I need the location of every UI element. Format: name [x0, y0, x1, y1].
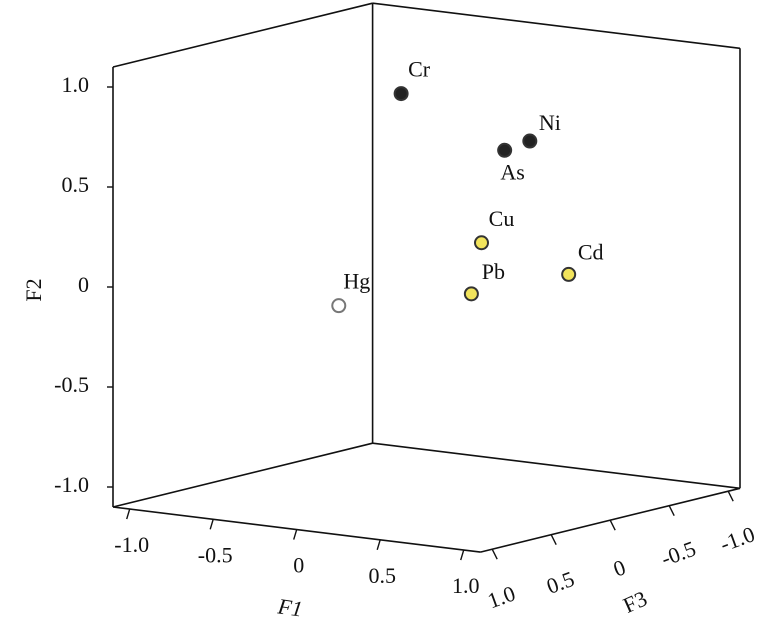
z-tick-label: 0 [610, 554, 629, 581]
z-axis-title: F3 [619, 586, 650, 618]
z-tick-label: -0.5 [658, 536, 699, 571]
box-edge [372, 2, 741, 50]
box-edge [112, 2, 373, 68]
box-edge [112, 442, 373, 508]
z-tick-label: 1.0 [484, 580, 518, 613]
point-label: As [500, 159, 524, 184]
point-label: Cu [489, 206, 515, 231]
z-tick-label: 0.5 [543, 566, 577, 599]
point-label: Cd [578, 239, 604, 264]
z-tick [727, 490, 734, 502]
box-edge [480, 487, 741, 553]
point-label: Hg [343, 269, 370, 294]
point [497, 142, 513, 158]
x-tick [293, 529, 298, 540]
y-tick-label: 1.0 [62, 72, 90, 97]
point-label: Cr [408, 57, 431, 82]
x-tick-label: -0.5 [198, 542, 233, 567]
y-tick-label: -0.5 [54, 372, 89, 397]
point [393, 86, 409, 102]
y-axis-title: F2 [21, 278, 46, 301]
x-tick [460, 549, 465, 561]
x-tick-label: 1.0 [452, 573, 480, 598]
x-tick [126, 508, 131, 520]
x-tick [376, 539, 381, 551]
x-tick [209, 519, 214, 530]
point-label: Pb [482, 259, 505, 284]
point [331, 298, 347, 314]
x-axis-title: F1 [276, 593, 305, 621]
x-tick-label: 0.5 [368, 563, 396, 588]
z-tick [668, 505, 675, 517]
z-tick-label: -1.0 [717, 521, 758, 556]
box-edge [372, 442, 741, 490]
z-tick [550, 534, 557, 546]
y-tick-label: 0.5 [62, 172, 90, 197]
x-tick-label: -1.0 [114, 532, 149, 557]
point [474, 235, 489, 251]
point [463, 286, 479, 302]
x-tick-label: 0 [293, 553, 304, 578]
z-tick [491, 548, 498, 560]
y-tick-label: -1.0 [54, 472, 89, 497]
point [522, 133, 538, 149]
point [561, 266, 577, 282]
y-tick-label: 0 [78, 272, 89, 297]
z-tick [609, 519, 616, 531]
point-label: Ni [539, 110, 561, 135]
